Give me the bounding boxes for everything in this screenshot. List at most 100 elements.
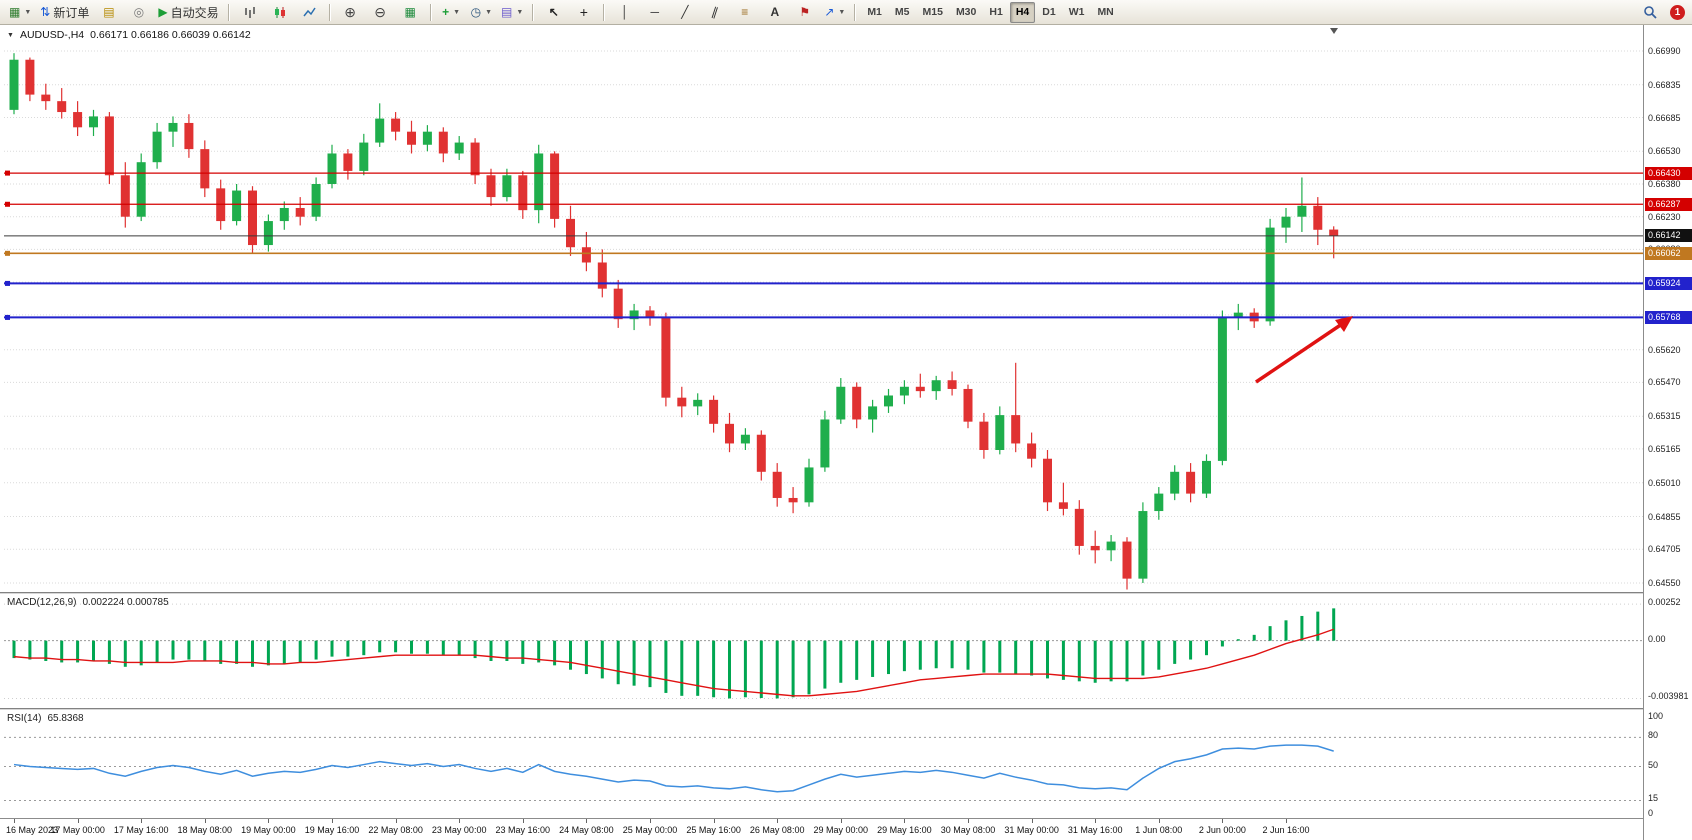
- candle-down: [772, 471, 782, 498]
- crosshair-button[interactable]: +: [569, 1, 598, 24]
- candle-down: [1090, 545, 1100, 551]
- candle-up: [1265, 227, 1275, 322]
- arrow-annotation[interactable]: [1255, 322, 1343, 384]
- timeframe-button-w1[interactable]: W1: [1068, 6, 1085, 18]
- timeframe-button-mn[interactable]: MN: [1097, 6, 1114, 18]
- main-chart-panel[interactable]: ▼ AUDUSD-,H4 0.66171 0.66186 0.66039 0.6…: [0, 25, 1692, 592]
- horizontal-line-button[interactable]: ─: [640, 1, 669, 24]
- time-tick: [77, 819, 79, 823]
- arrow-annotation-head[interactable]: [1335, 316, 1353, 332]
- chevron-down-icon: ▼: [485, 8, 493, 16]
- play-icon: ▶: [158, 5, 168, 19]
- indicators-button[interactable]: + ▼: [437, 1, 466, 24]
- zoom-out-button[interactable]: ⊖: [366, 1, 395, 24]
- y-axis-label: 0.65010: [1648, 477, 1681, 488]
- time-axis-label: 22 May 08:00: [368, 825, 423, 835]
- timeframe-button-d1[interactable]: D1: [1042, 6, 1056, 18]
- new-order-button[interactable]: ⇅ 新订单: [36, 1, 93, 24]
- time-axis[interactable]: 16 May 2023 17 May 00:00 17 May 16:00 18 Ma…: [0, 818, 1692, 840]
- time-tick: [1286, 819, 1287, 823]
- chart-shift-marker[interactable]: [1330, 28, 1338, 34]
- rsi-panel[interactable]: RSI(14) 65.8368: [0, 708, 1692, 818]
- time-axis-label: 29 May 16:00: [877, 825, 932, 835]
- new-chart-button[interactable]: ▦ ▼: [5, 1, 35, 24]
- notification-badge[interactable]: 1: [1670, 4, 1685, 20]
- time-axis-label: 30 May 08:00: [940, 825, 996, 835]
- candle-down: [25, 59, 35, 95]
- macd-panel[interactable]: MACD(12,26,9) 0.002224 0.000785: [0, 592, 1692, 708]
- time-tick: [1031, 819, 1033, 823]
- time-tick: [1158, 819, 1160, 823]
- macd-signal-line: [13, 628, 1334, 697]
- candle-down: [184, 122, 194, 150]
- time-axis-label: 16 May 2023: [6, 825, 59, 835]
- cursor-button[interactable]: ↖: [539, 1, 568, 24]
- timeframe-button-m5[interactable]: M5: [894, 6, 910, 18]
- time-tick: [522, 819, 524, 823]
- macd-bar: [918, 640, 922, 670]
- macd-bar: [123, 640, 127, 667]
- candlestick-type-button[interactable]: [265, 1, 294, 24]
- templates-button[interactable]: ▤ ▼: [497, 1, 527, 24]
- search-button[interactable]: [1635, 1, 1664, 24]
- candle-up: [1233, 312, 1243, 317]
- timeframe-button-m30[interactable]: M30: [955, 6, 977, 18]
- y-axis-label: 0.66380: [1648, 179, 1681, 189]
- zoom-in-button[interactable]: ⊕: [336, 1, 365, 24]
- market-watch-button[interactable]: ◎: [124, 1, 153, 24]
- timeframe-button-m1[interactable]: M1: [867, 6, 882, 18]
- timeframe-button-h1[interactable]: H1: [989, 6, 1003, 18]
- auto-trading-button[interactable]: ▶ 自动交易: [154, 1, 222, 24]
- time-axis-label: 25 May 00:00: [622, 825, 678, 835]
- line-anchor[interactable]: [5, 170, 10, 176]
- macd-bar: [235, 640, 239, 664]
- vertical-line-button[interactable]: │: [610, 1, 639, 24]
- line-anchor[interactable]: [5, 250, 10, 256]
- fibonacci-button[interactable]: ≡: [730, 1, 759, 24]
- timeframe-button-h4[interactable]: H4: [1009, 1, 1036, 23]
- macd-bar: [1061, 640, 1065, 680]
- macd-bar: [1189, 640, 1193, 660]
- profile-icon: ▤: [103, 5, 115, 19]
- y-axis-label: 0.65315: [1648, 411, 1681, 422]
- time-axis-label: 19 May 16:00: [304, 825, 360, 835]
- macd-bar: [425, 640, 429, 654]
- trendline-button[interactable]: ╱: [670, 1, 699, 24]
- chart-profile-button[interactable]: ▤: [94, 1, 123, 24]
- y-axis-label: 0.66530: [1648, 146, 1681, 157]
- macd-bar: [584, 640, 588, 675]
- line-anchor[interactable]: [5, 314, 10, 320]
- line-chart-type-button[interactable]: [295, 1, 324, 24]
- timeframe-button-m15[interactable]: M15: [922, 6, 943, 18]
- text-button[interactable]: A: [760, 1, 789, 24]
- candle-down: [1011, 415, 1021, 444]
- line-anchor[interactable]: [5, 201, 10, 207]
- line-anchor[interactable]: [5, 280, 10, 286]
- macd-bar: [394, 640, 398, 653]
- macd-bar: [998, 640, 1002, 673]
- candle-down: [200, 149, 210, 189]
- channel-button[interactable]: ∥: [700, 1, 729, 24]
- time-axis-label: 19 May 00:00: [241, 825, 296, 835]
- candle-down: [438, 131, 448, 154]
- candle-down: [788, 497, 798, 503]
- new-order-label: 新订单: [53, 5, 90, 20]
- candle-up: [502, 175, 512, 198]
- bar-chart-type-button[interactable]: [235, 1, 264, 24]
- candle-down: [1313, 205, 1323, 230]
- macd-bar: [92, 640, 95, 661]
- macd-bar: [1030, 640, 1034, 676]
- tile-windows-button[interactable]: ▦: [396, 1, 425, 24]
- candlestick-chart[interactable]: [0, 25, 1692, 592]
- price-line-badge: 0.65768: [1645, 310, 1692, 324]
- price-axis[interactable]: 0.66990 0.66835 0.66685 0.66530 0.66380 0.662…: [1643, 25, 1692, 840]
- candle-up: [232, 190, 242, 222]
- macd-bar: [171, 640, 175, 660]
- candle-up: [629, 310, 639, 320]
- periods-button[interactable]: ◷ ▼: [467, 1, 496, 24]
- time-tick: [650, 819, 651, 823]
- macd-bar: [934, 640, 938, 669]
- arrows-button[interactable]: ↗ ▼: [820, 1, 849, 24]
- symbol-collapse-icon[interactable]: ▼: [7, 31, 14, 39]
- text-label-button[interactable]: ⚑: [790, 1, 819, 24]
